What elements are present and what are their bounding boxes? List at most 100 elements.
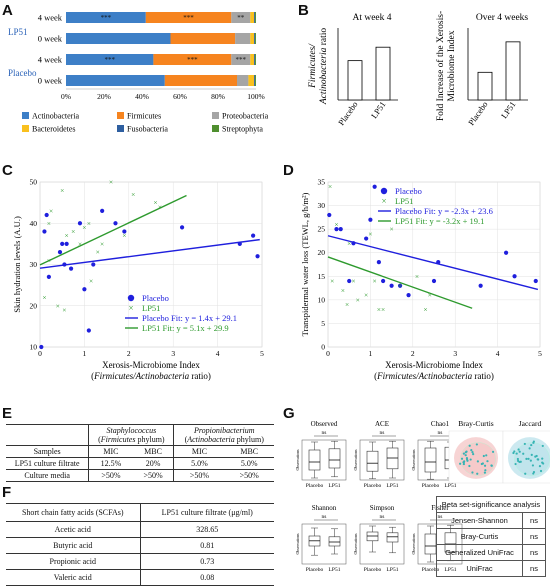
table-cell: >50%: [88, 469, 133, 482]
ordination-point: [532, 472, 535, 475]
legend-label: Placebo: [142, 293, 169, 303]
legend-label: Placebo Fit: y = 1.4x + 29.1: [142, 313, 237, 323]
legend-swatch: [212, 125, 219, 132]
table-e-col1-sub-italic: Firmicutes: [100, 435, 136, 444]
box-y-label: Observations: [353, 449, 358, 471]
data-point-lp51: ×: [415, 272, 419, 281]
significance-label: ***: [101, 14, 112, 22]
x-tick-label: 4: [496, 349, 500, 358]
data-point-placebo: [251, 233, 256, 238]
ordination-point: [462, 462, 465, 466]
data-point-lp51: ×: [109, 178, 113, 187]
bar-segment: [66, 12, 146, 23]
legend-label: Proteobacteria: [222, 112, 269, 121]
category-label: 4 week: [38, 55, 63, 65]
significance-label: ***: [104, 56, 115, 64]
significance-label: ns: [380, 430, 385, 436]
data-point-lp51: ×: [389, 225, 393, 234]
data-point-lp51: ×: [423, 305, 427, 314]
box-y-label: Observations: [411, 533, 416, 555]
y-axis-label: Firmicutes/Actinobacteria ratio: [308, 28, 329, 106]
ordination-point: [514, 462, 517, 466]
box: [328, 448, 341, 469]
table-row: Culture media >50% >50% >50% >50%: [6, 469, 274, 482]
data-point-placebo: [334, 227, 339, 232]
x-tick-label: 0: [38, 349, 42, 358]
data-point-placebo: [478, 283, 483, 288]
table-cell: >50%: [173, 469, 225, 482]
box-y-label: Observations: [411, 449, 416, 471]
ordination-point: [469, 458, 472, 461]
data-point-placebo: [64, 241, 69, 246]
data-point-lp51: ×: [49, 206, 53, 215]
ordination-point: [468, 444, 471, 447]
table-cell: UniFrac: [437, 561, 523, 576]
significance-label: ***: [236, 56, 247, 64]
data-point-lp51: ×: [341, 286, 345, 295]
box-x-label: Placebo: [422, 567, 440, 573]
ordination-point: [524, 472, 527, 475]
table-row: Bray-Curtis ns: [437, 529, 545, 545]
data-point-lp51: ×: [47, 256, 51, 265]
data-point-placebo: [338, 227, 343, 232]
box-x-label: Placebo: [306, 483, 324, 489]
table-row: Generalized UniFrac ns: [437, 545, 545, 561]
table-cell: 20%: [145, 459, 161, 468]
y-axis-label-line: Firmicutes/: [308, 43, 318, 89]
data-point-lp51: ×: [428, 291, 432, 300]
ordination-point: [459, 462, 462, 465]
data-point-placebo: [57, 250, 63, 255]
x-tick-label: 5: [538, 349, 542, 358]
data-point-lp51: ×: [65, 231, 69, 240]
x-tick-label: 0%: [61, 92, 71, 101]
y-tick-label: 10: [318, 295, 326, 304]
data-point-placebo: [389, 283, 394, 288]
legend-marker: ×: [381, 196, 386, 206]
data-point-lp51: ×: [368, 229, 372, 238]
table-f-scfa: Short chain fatty acids (SCFAs) LP51 cul…: [6, 503, 274, 586]
bar-segment: [254, 54, 256, 65]
box-panel-title: Fisher: [431, 504, 449, 512]
data-point-lp51: ×: [100, 239, 104, 248]
panel-label-b: B: [298, 2, 309, 19]
x-tick-label: 4: [216, 349, 220, 358]
ordination-point: [465, 450, 468, 453]
box-frame: [359, 439, 405, 481]
bar-segment: [66, 54, 154, 65]
table-f-head: LP51 culture filtrate (μg/ml): [139, 503, 274, 522]
x-tick-label: 20%: [97, 92, 111, 101]
bar-segment: [255, 54, 256, 65]
box-x-label: Placebo: [364, 567, 382, 573]
data-point-lp51: ×: [62, 305, 66, 314]
chart-title: At week 4: [352, 13, 391, 23]
ordination-point: [483, 464, 487, 467]
legend-swatch: [22, 112, 29, 119]
y-tick-label: 20: [30, 301, 38, 310]
y-tick-label: 30: [318, 201, 326, 210]
fit-line: [327, 235, 539, 291]
bar-segment: [254, 33, 256, 44]
data-point-placebo: [62, 262, 67, 267]
bar-segment: [237, 75, 249, 86]
bar-segment: [231, 12, 251, 23]
table-e-col2-sub-suffix: phylum): [234, 435, 264, 444]
bar-segment: [153, 54, 232, 65]
table-row: UniFrac ns: [437, 561, 545, 576]
table-cell: >50%: [239, 471, 259, 480]
bar-segment: [66, 75, 165, 86]
table-cell: Acetic acid: [54, 525, 91, 534]
table-cell: 0.81: [139, 537, 274, 554]
x-axis-label-part: (: [374, 371, 377, 381]
significance-label: ns: [438, 514, 443, 520]
y-tick-label: 25: [318, 225, 326, 234]
box-frame: [301, 439, 347, 481]
data-point-placebo: [46, 274, 51, 279]
legend-label: LP51 Fit: y = -3.2x + 19.1: [395, 216, 484, 226]
data-point-lp51: ×: [158, 202, 162, 211]
x-axis-label-part: Firmicutes/Actinobacteria: [93, 371, 189, 381]
data-point-lp51: ×: [78, 239, 82, 248]
panel-label-d: D: [283, 162, 294, 179]
data-point-placebo: [431, 278, 437, 284]
significance-label: ns: [322, 514, 327, 520]
legend-swatch: [22, 125, 29, 132]
